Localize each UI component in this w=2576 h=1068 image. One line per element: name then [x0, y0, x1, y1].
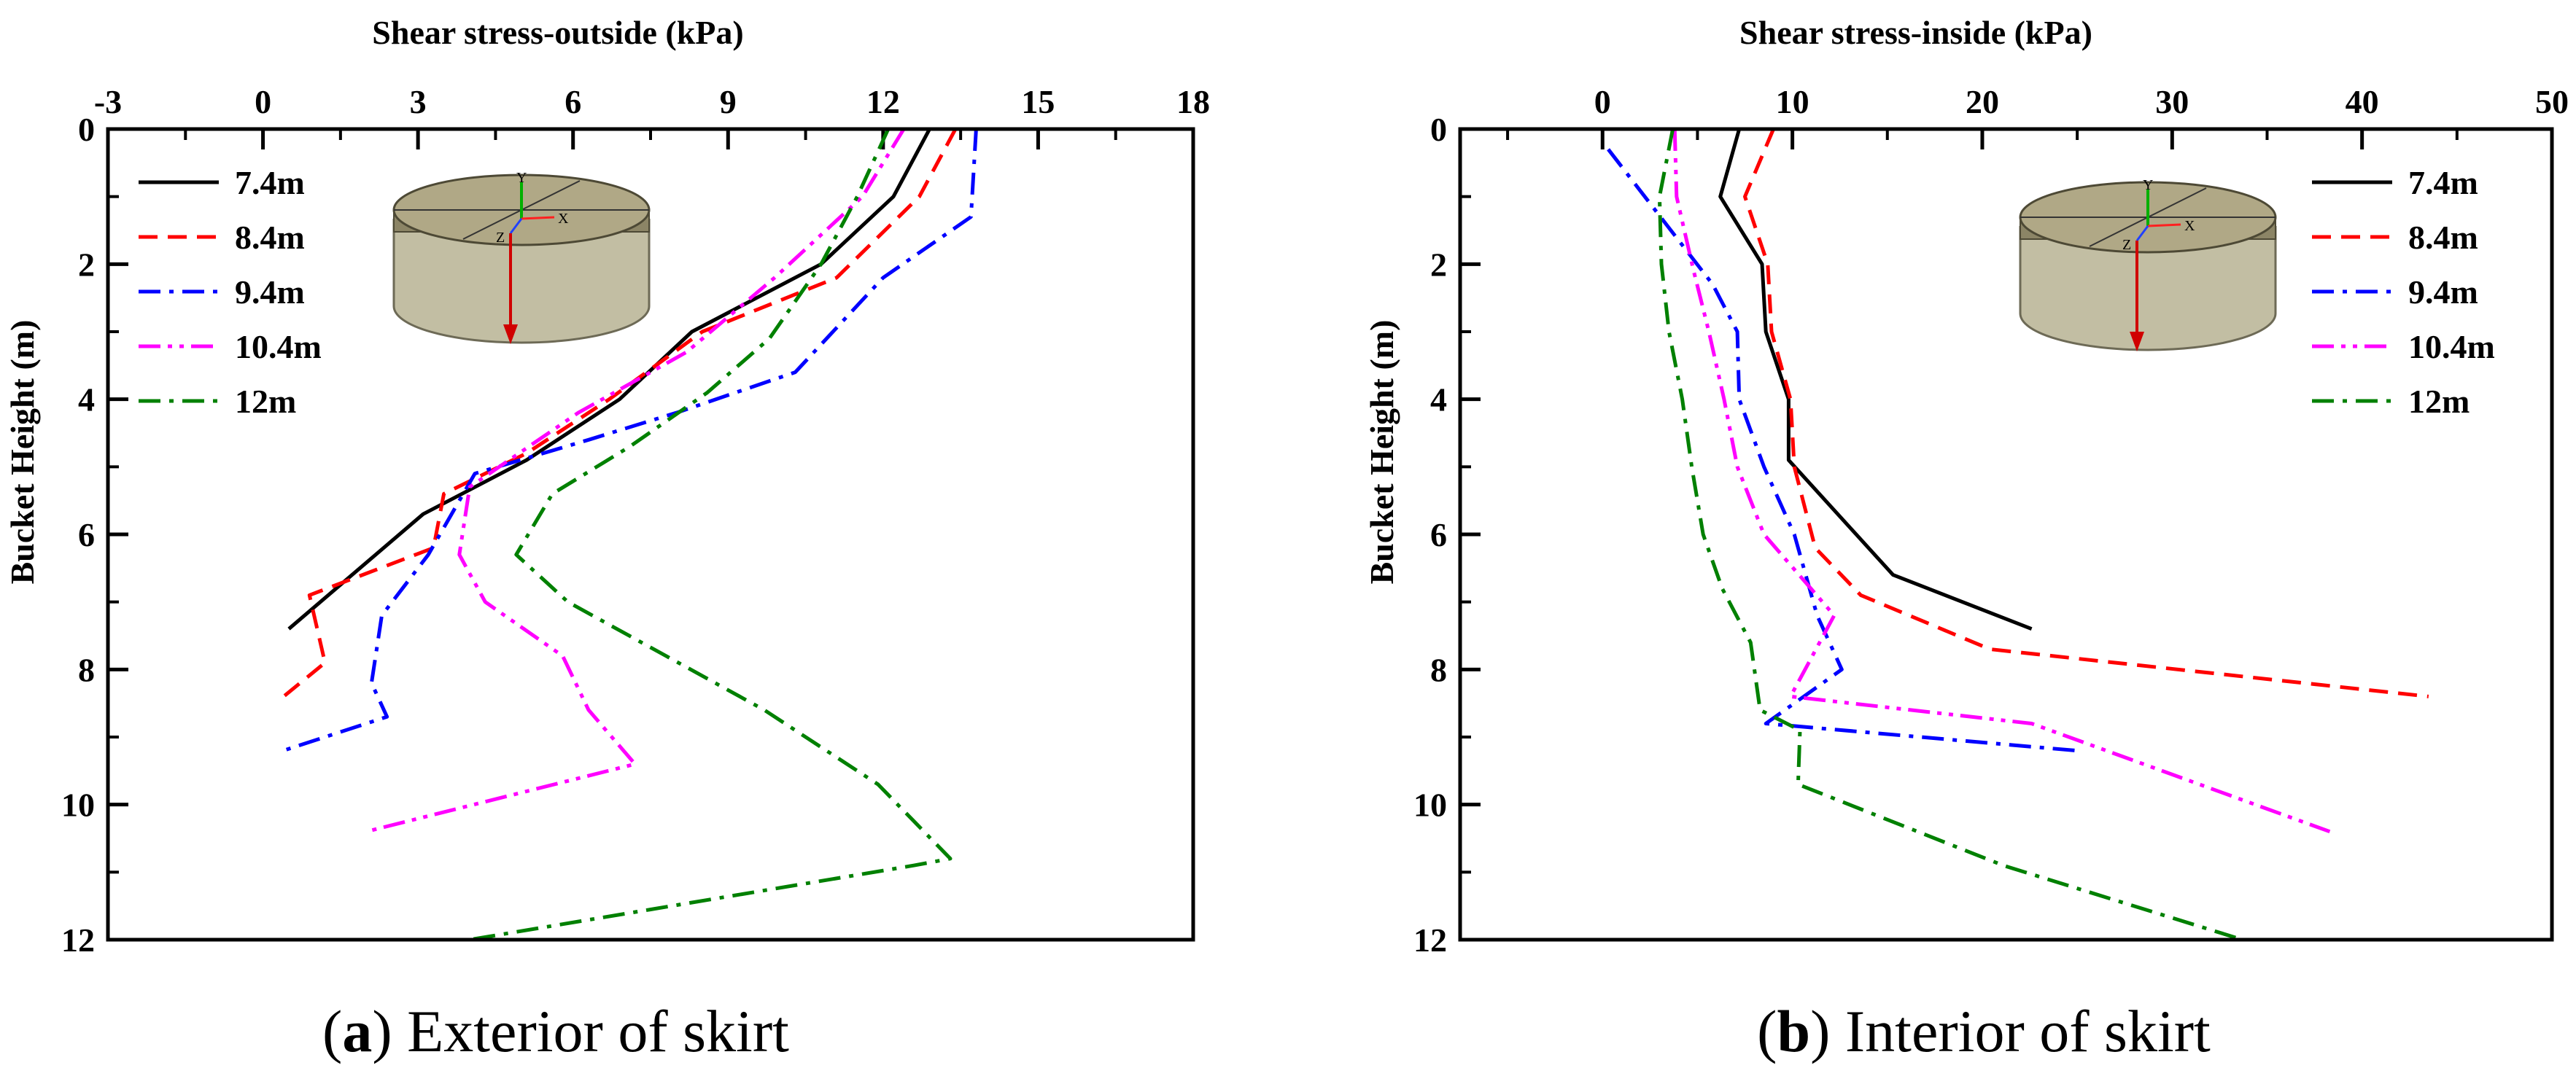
panel-b-x-axis-title: Shear stress-inside (kPa) — [1739, 14, 2092, 51]
x-tick-label: 50 — [2535, 83, 2569, 120]
x-tick-label: 30 — [2155, 83, 2189, 120]
panel-a-series — [282, 128, 978, 942]
x-tick-label: 3 — [410, 83, 427, 120]
series-line-9-4m — [283, 128, 978, 752]
legend-label: 9.4m — [2408, 273, 2478, 311]
panel-a-y-axis-title: Bucket Height (m) — [4, 320, 41, 585]
legend-label: 9.4m — [235, 273, 305, 311]
x-tick-label: 18 — [1176, 83, 1210, 120]
series-line-10-4m — [1672, 128, 2331, 834]
x-tick-label: 20 — [1966, 83, 1999, 120]
x-tick-label: 9 — [720, 83, 737, 120]
svg-text:Y: Y — [516, 170, 527, 186]
y-tick-label: 6 — [1430, 516, 1447, 553]
legend-label: 7.4m — [235, 164, 305, 201]
y-tick-label: 4 — [1430, 381, 1447, 418]
panel-a-plot-frame — [106, 127, 1195, 942]
panel-b-legend: 7.4m 8.4m 9.4m 10.4m 12m — [2312, 164, 2495, 420]
panel-a-x-axis-title: Shear stress-outside (kPa) — [372, 14, 743, 51]
panel-b-chart: Shear stress-inside (kPa) Bucket Height … — [1363, 14, 2569, 1064]
series-line-12m — [469, 128, 953, 942]
legend-label: 12m — [2408, 383, 2470, 420]
panel-a-chart: Shear stress-outside (kPa) Bucket Height… — [4, 14, 1210, 1064]
y-tick-label: 12 — [61, 921, 95, 959]
legend-label: 7.4m — [2408, 164, 2478, 201]
panel-b-plot-frame — [1458, 127, 2554, 942]
x-tick-label: 15 — [1021, 83, 1055, 120]
svg-text:X: X — [2184, 218, 2195, 234]
x-tick-label: 6 — [565, 83, 581, 120]
cylinder-bucket-icon: Y X Z — [2019, 177, 2277, 351]
y-tick-label: 8 — [1430, 651, 1447, 688]
x-tick-label: -3 — [94, 83, 122, 120]
svg-text:Z: Z — [2122, 237, 2131, 253]
series-line-12m — [1657, 128, 2243, 942]
panel-a-legend: 7.4m 8.4m 9.4m 10.4m 12m — [139, 164, 322, 420]
x-tick-label: 12 — [866, 83, 900, 120]
series-line-10-4m — [365, 128, 906, 834]
x-tick-label: 40 — [2346, 83, 2379, 120]
panel-b-series — [1607, 128, 2429, 942]
x-tick-label: 0 — [255, 83, 271, 120]
svg-text:Y: Y — [2143, 177, 2153, 193]
svg-text:Z: Z — [496, 230, 505, 246]
y-tick-label: 6 — [78, 516, 95, 553]
y-tick-label: 4 — [78, 381, 95, 418]
y-tick-label: 2 — [1430, 246, 1447, 283]
x-tick-label: 0 — [1594, 83, 1611, 120]
y-tick-label: 0 — [1430, 111, 1447, 148]
cylinder-bucket-icon: Y X Z — [392, 170, 651, 344]
panel-b-caption: (b) Interior of skirt — [1757, 998, 2211, 1064]
y-tick-label: 10 — [1413, 787, 1447, 824]
series-line-8-4m — [282, 128, 958, 698]
series-line-9-4m — [1607, 148, 2076, 752]
legend-label: 12m — [235, 383, 296, 420]
y-tick-label: 10 — [61, 787, 95, 824]
series-line-8-4m — [1743, 128, 2429, 698]
legend-label: 8.4m — [2408, 219, 2478, 256]
y-tick-label: 2 — [78, 246, 95, 283]
legend-label: 8.4m — [235, 219, 305, 256]
series-line-7-4m — [1718, 128, 2033, 631]
panel-b-y-axis-title: Bucket Height (m) — [1363, 320, 1400, 585]
svg-text:X: X — [558, 211, 569, 227]
panel-b-tick-labels: 0 10 20 30 40 50 0 2 4 6 8 10 12 — [1413, 83, 2569, 959]
y-tick-label: 12 — [1413, 921, 1447, 959]
legend-label: 10.4m — [2408, 328, 2495, 365]
legend-label: 10.4m — [235, 328, 322, 365]
x-tick-label: 10 — [1776, 83, 1809, 120]
y-tick-label: 8 — [78, 651, 95, 688]
y-tick-label: 0 — [78, 111, 95, 148]
panel-a-caption: (a) Exterior of skirt — [322, 998, 789, 1064]
